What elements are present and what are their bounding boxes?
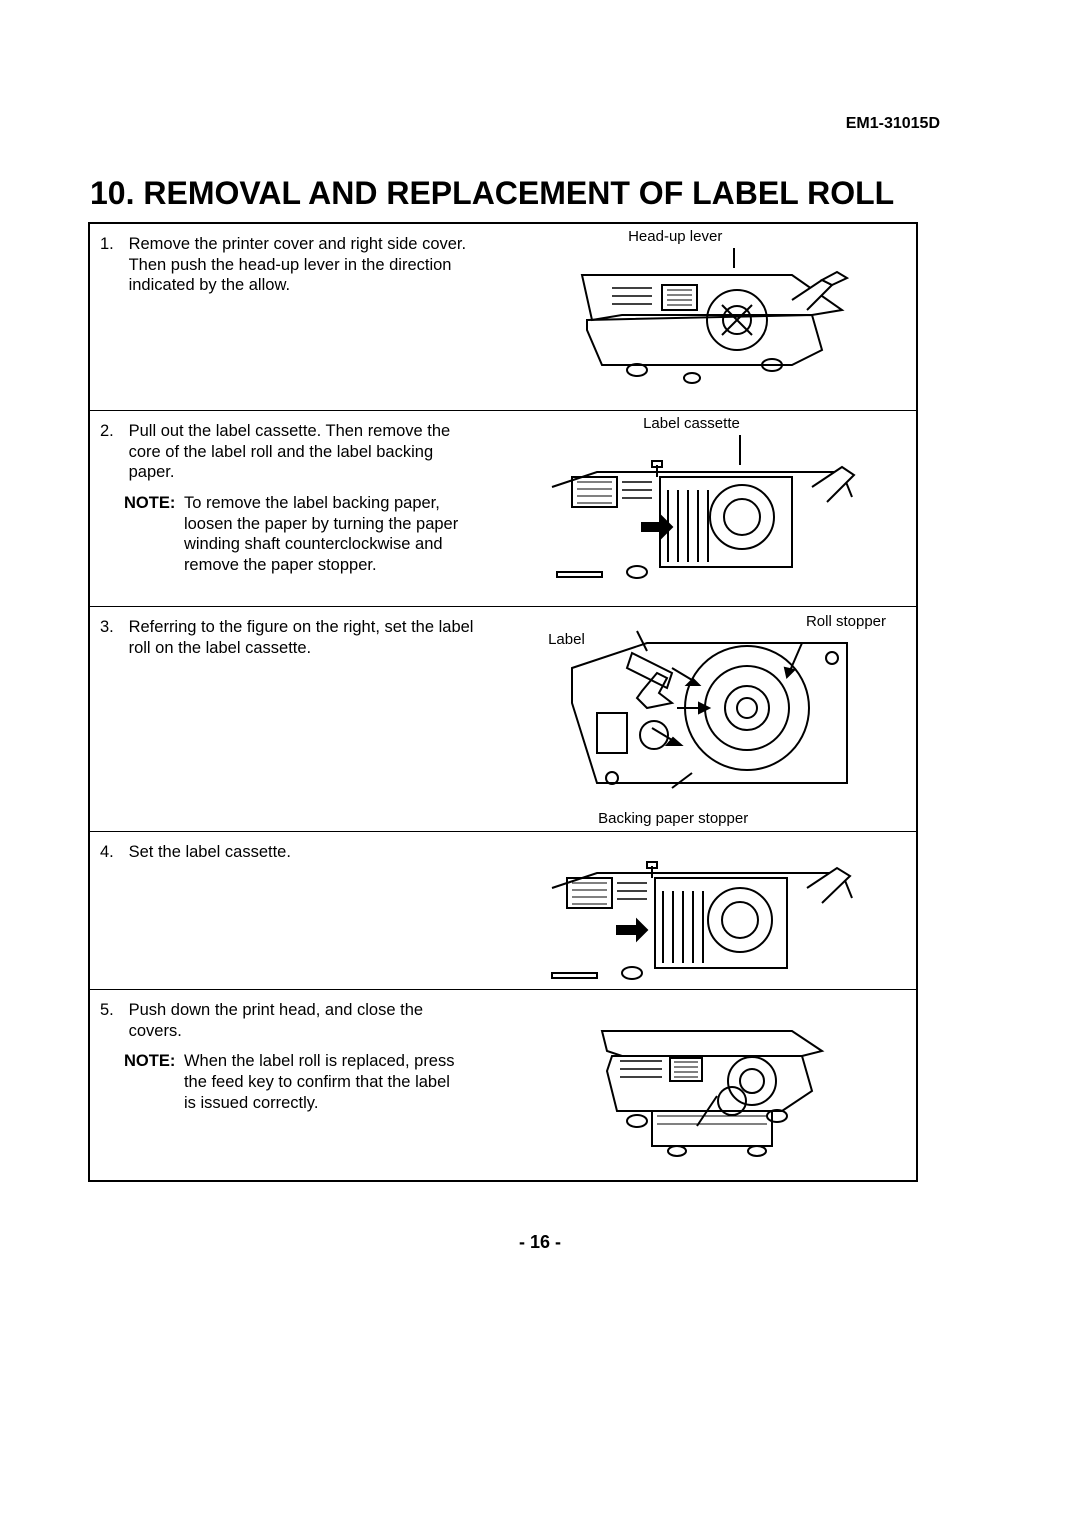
figure-col: Head-up lever xyxy=(488,224,916,410)
step-body: Set the label cassette. xyxy=(129,842,479,863)
step-number: 2. xyxy=(100,421,124,442)
note-label: NOTE: xyxy=(124,1052,175,1070)
note-label: NOTE: xyxy=(124,494,175,512)
step-number: 3. xyxy=(100,617,124,638)
figure-5-svg xyxy=(562,996,842,1166)
figure-col: Label cassette xyxy=(488,411,916,606)
step-number: 1. xyxy=(100,234,124,255)
step-text-col: 2. Pull out the label cassette. Then rem… xyxy=(90,411,488,606)
figure-label-left: Label xyxy=(548,631,585,648)
note-block: NOTE: To remove the label backing paper,… xyxy=(100,493,480,576)
step-row-3: 3. Referring to the figure on the right,… xyxy=(90,607,916,832)
note-block: NOTE: When the label roll is replaced, p… xyxy=(100,1051,480,1113)
instruction-table: 1. Remove the printer cover and right si… xyxy=(88,222,918,1182)
page-number: - 16 - xyxy=(0,1232,1080,1253)
step-row-5: 5. Push down the print head, and close t… xyxy=(90,990,916,1176)
step-body: Pull out the label cassette. Then remove… xyxy=(129,421,479,483)
step-number: 5. xyxy=(100,1000,124,1021)
step-row-4: 4. Set the label cassette. xyxy=(90,832,916,990)
step-text-col: 5. Push down the print head, and close t… xyxy=(90,990,488,1176)
figure-col xyxy=(488,990,916,1176)
document-code: EM1-31015D xyxy=(846,115,940,133)
step-number: 4. xyxy=(100,842,124,863)
step-row-2: 2. Pull out the label cassette. Then rem… xyxy=(90,411,916,607)
page-title: 10. REMOVAL AND REPLACEMENT OF LABEL ROL… xyxy=(90,175,894,212)
step-text-col: 3. Referring to the figure on the right,… xyxy=(90,607,488,831)
figure-3-svg xyxy=(537,613,867,808)
step-text-col: 1. Remove the printer cover and right si… xyxy=(90,224,488,410)
step-body: Push down the print head, and close the … xyxy=(129,1000,479,1041)
figure-label-right: Roll stopper xyxy=(806,613,886,630)
figure-label-top: Head-up lever xyxy=(628,228,722,245)
figure-col: Label Roll stopper Backing paper stopper xyxy=(488,607,916,831)
step-text-col: 4. Set the label cassette. xyxy=(90,832,488,989)
figure-label-top: Label cassette xyxy=(643,415,740,432)
figure-1-svg xyxy=(552,230,852,390)
note-text: When the label roll is replaced, press t… xyxy=(184,1051,464,1113)
figure-label-bottom: Backing paper stopper xyxy=(598,810,748,827)
figure-2-svg xyxy=(542,417,862,587)
figure-col xyxy=(488,832,916,989)
figure-4-svg xyxy=(542,838,862,983)
step-body: Referring to the figure on the right, se… xyxy=(129,617,479,658)
step-body: Remove the printer cover and right side … xyxy=(129,234,479,296)
note-text: To remove the label backing paper, loose… xyxy=(184,493,464,576)
step-row-1: 1. Remove the printer cover and right si… xyxy=(90,224,916,411)
